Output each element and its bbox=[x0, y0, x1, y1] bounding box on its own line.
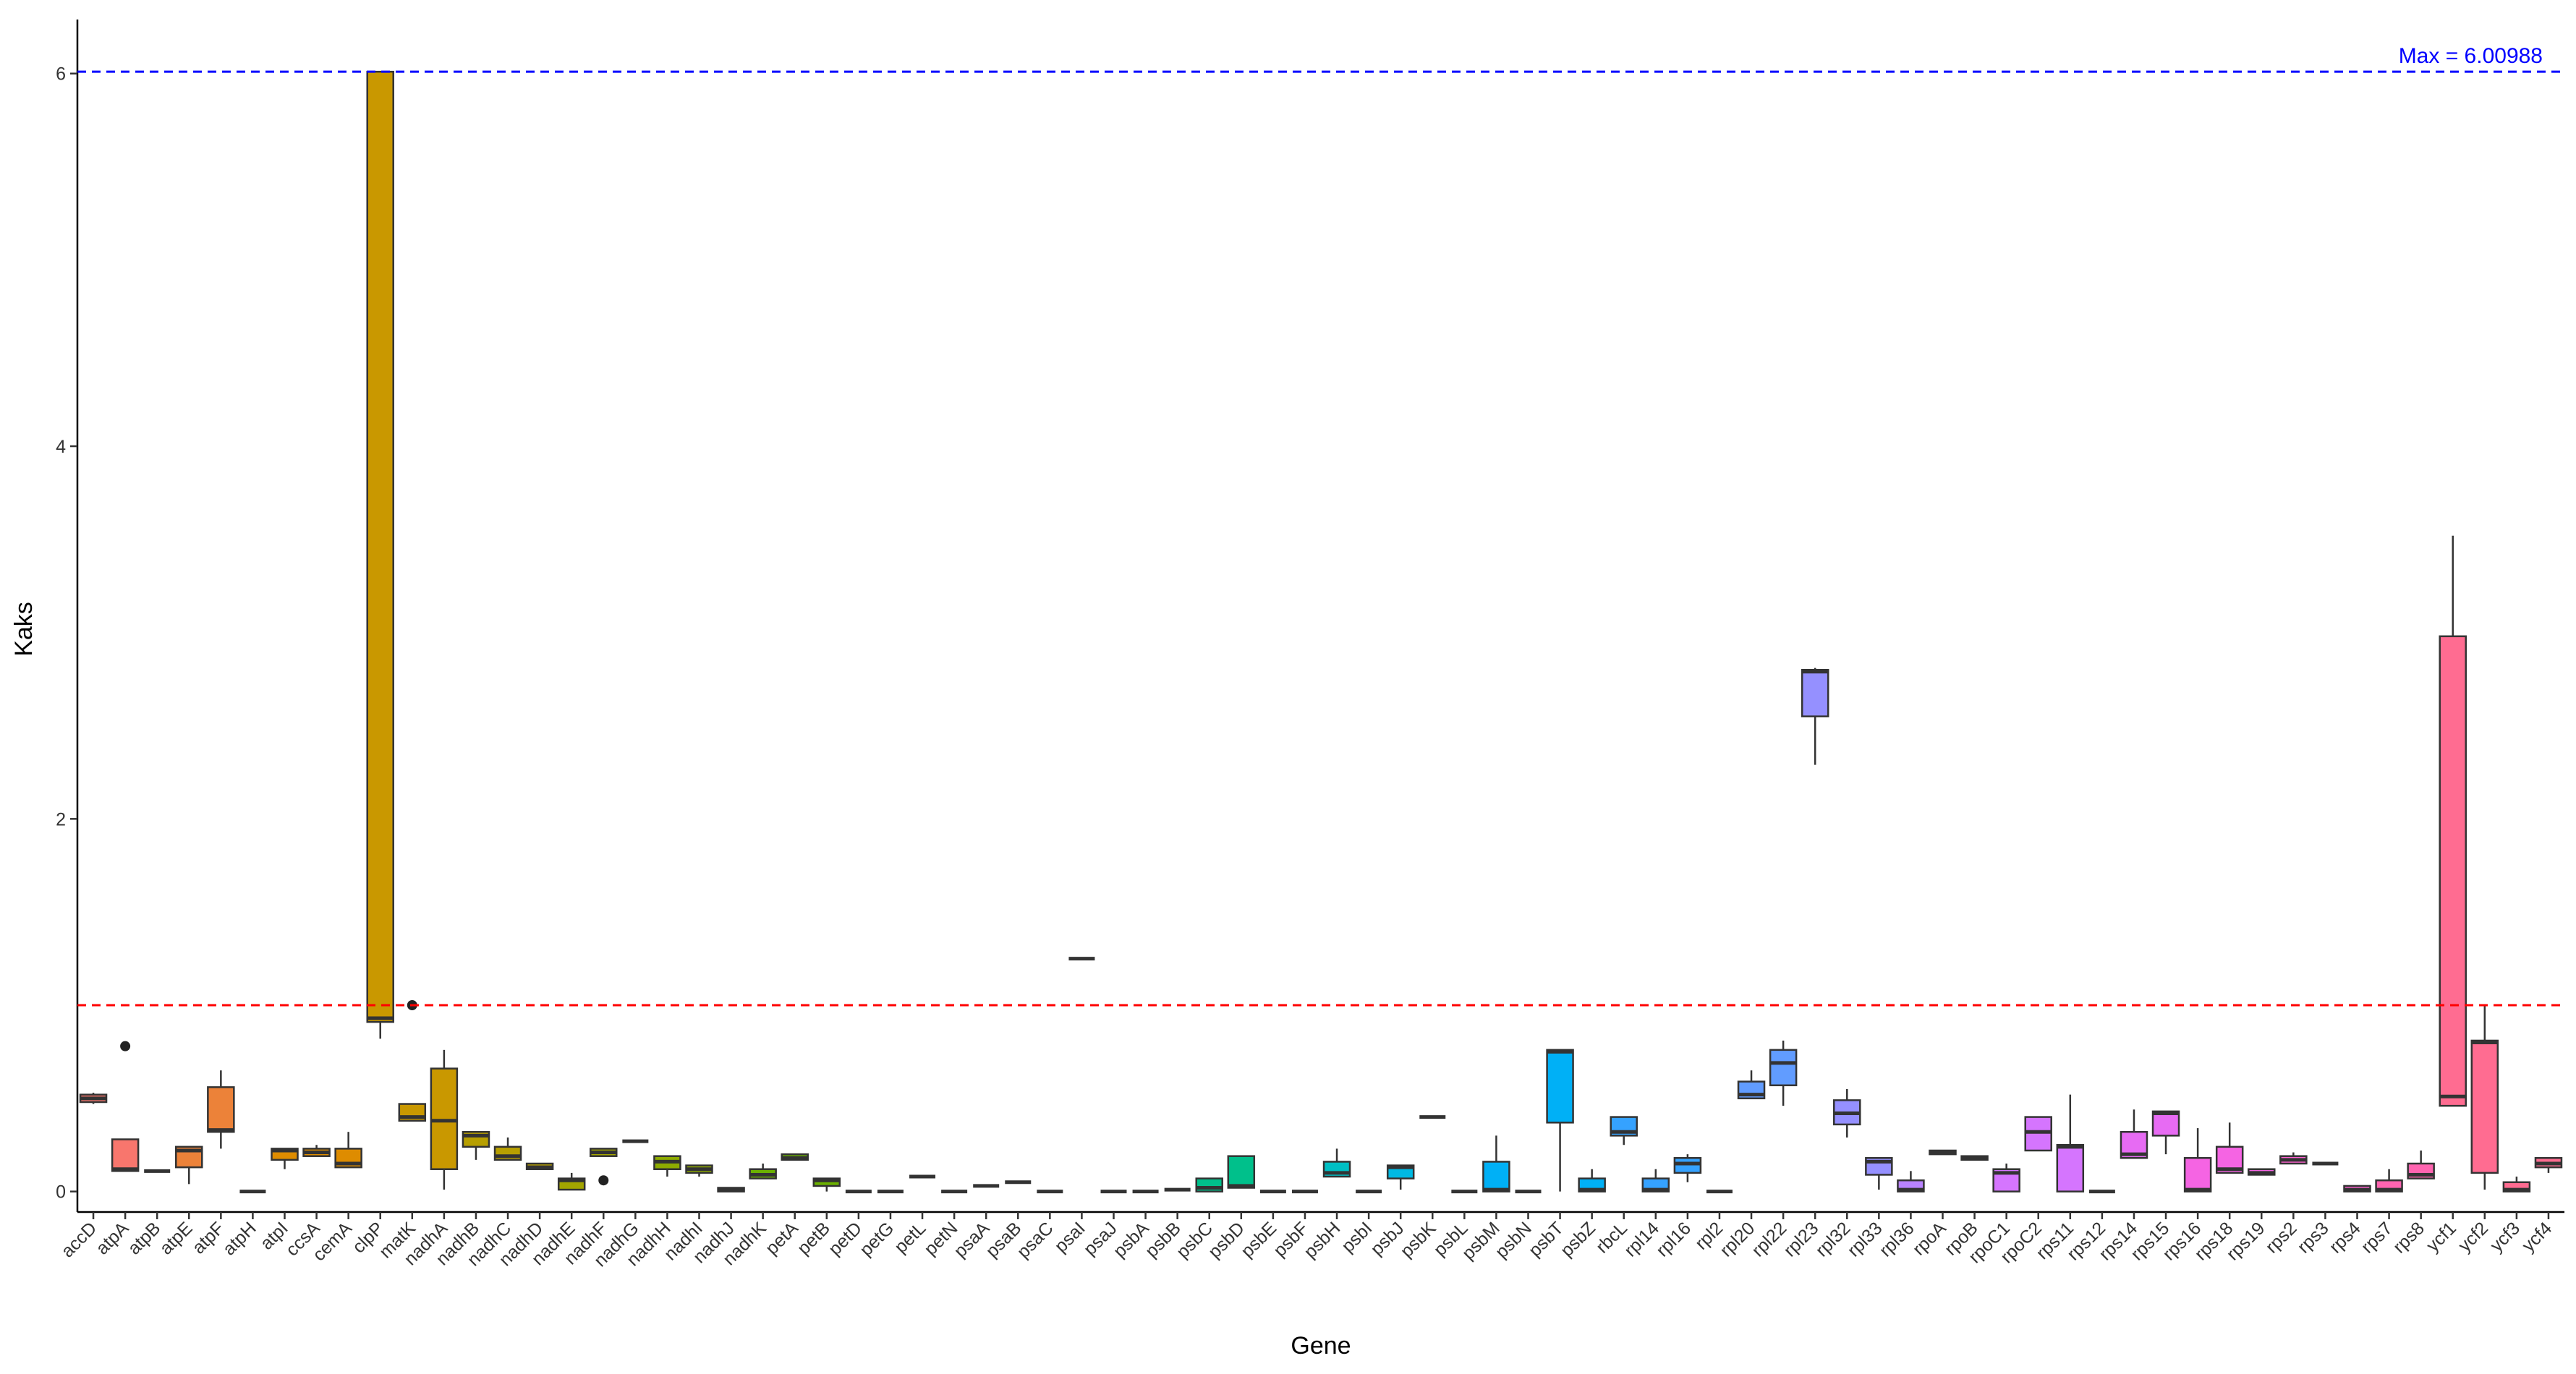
x-tick-label: psbH bbox=[1300, 1218, 1344, 1262]
box bbox=[2151, 1110, 2180, 1137]
box bbox=[207, 1086, 235, 1133]
x-tick-label: petB bbox=[794, 1218, 834, 1258]
box bbox=[2439, 635, 2467, 1107]
box bbox=[1673, 1157, 1702, 1174]
x-tick-label: psbD bbox=[1204, 1218, 1249, 1262]
box bbox=[2183, 1157, 2212, 1192]
x-tick-label: psbB bbox=[1142, 1218, 1185, 1261]
x-tick-label: psaC bbox=[1013, 1218, 1058, 1262]
x-tick-label: psbN bbox=[1492, 1218, 1536, 1262]
x-tick-label: psbC bbox=[1173, 1218, 1217, 1262]
box bbox=[1482, 1161, 1510, 1192]
y-tick-label: 6 bbox=[56, 64, 66, 85]
x-tick-label: psbI bbox=[1338, 1218, 1376, 1256]
x-tick-label: rps7 bbox=[2358, 1218, 2397, 1257]
x-tick-label: psbM bbox=[1458, 1218, 1504, 1263]
x-tick-label: petL bbox=[890, 1218, 930, 1257]
box bbox=[1769, 1049, 1798, 1087]
x-tick-label: rps2 bbox=[2261, 1218, 2300, 1257]
x-tick-label: rpl20 bbox=[1716, 1218, 1759, 1260]
x-tick-label: psbZ bbox=[1557, 1218, 1599, 1260]
x-tick-label: psaA bbox=[950, 1218, 993, 1261]
x-tick-label: psaI bbox=[1050, 1218, 1089, 1256]
box bbox=[2024, 1116, 2052, 1152]
outlier bbox=[598, 1175, 609, 1186]
box bbox=[1546, 1049, 1574, 1124]
x-tick-label: psbT bbox=[1525, 1218, 1568, 1260]
x-axis-title: Gene bbox=[1291, 1332, 1351, 1360]
y-axis-title: Kaks bbox=[10, 602, 38, 657]
y-tick-label: 2 bbox=[56, 809, 66, 829]
box bbox=[430, 1067, 459, 1170]
x-tick-label: rpl16 bbox=[1652, 1218, 1695, 1260]
x-tick-label: rps8 bbox=[2389, 1218, 2428, 1257]
box bbox=[1227, 1155, 1256, 1189]
x-tick-label: ycf4 bbox=[2518, 1218, 2556, 1255]
box bbox=[812, 1177, 841, 1187]
x-tick-label: atpF bbox=[188, 1218, 228, 1258]
box bbox=[1801, 668, 1829, 717]
x-tick-label: ycf3 bbox=[2486, 1218, 2524, 1255]
x-tick-label: ycf2 bbox=[2454, 1218, 2492, 1255]
x-tick-label: atpB bbox=[124, 1218, 164, 1258]
x-tick-label: atpE bbox=[156, 1218, 196, 1258]
x-tick-label: atpA bbox=[92, 1218, 132, 1258]
box bbox=[2470, 1039, 2499, 1174]
x-tick-label: petG bbox=[856, 1218, 898, 1260]
outlier bbox=[120, 1041, 131, 1051]
x-tick-label: psbE bbox=[1237, 1218, 1280, 1261]
reference-label: Max = 6.00988 bbox=[2399, 44, 2543, 68]
x-tick-label: rpl36 bbox=[1876, 1218, 1918, 1260]
box bbox=[111, 1138, 140, 1172]
x-tick-label: psaB bbox=[982, 1218, 1025, 1261]
box bbox=[2056, 1143, 2085, 1192]
x-tick-label: rps3 bbox=[2293, 1218, 2332, 1257]
x-tick-label: rpl14 bbox=[1620, 1218, 1663, 1260]
x-tick-label: rpoA bbox=[1909, 1218, 1950, 1259]
x-tick-label: rpl32 bbox=[1811, 1218, 1854, 1260]
x-tick-label: rpl22 bbox=[1748, 1218, 1790, 1260]
x-tick-label: accD bbox=[57, 1218, 101, 1261]
x-tick-label: psbK bbox=[1396, 1218, 1440, 1261]
y-tick-label: 4 bbox=[56, 437, 66, 457]
box bbox=[366, 70, 394, 1023]
x-tick-label: petD bbox=[825, 1218, 866, 1259]
x-tick-label: petA bbox=[762, 1218, 802, 1258]
x-tick-label: atpH bbox=[219, 1218, 260, 1259]
y-tick-label: 0 bbox=[56, 1182, 66, 1203]
x-tick-label: rpl23 bbox=[1780, 1218, 1822, 1260]
x-tick-label: psbA bbox=[1110, 1218, 1153, 1261]
x-tick-label: ycf1 bbox=[2423, 1218, 2460, 1255]
x-tick-label: rps4 bbox=[2326, 1218, 2365, 1257]
x-tick-label: rpl33 bbox=[1843, 1218, 1886, 1260]
